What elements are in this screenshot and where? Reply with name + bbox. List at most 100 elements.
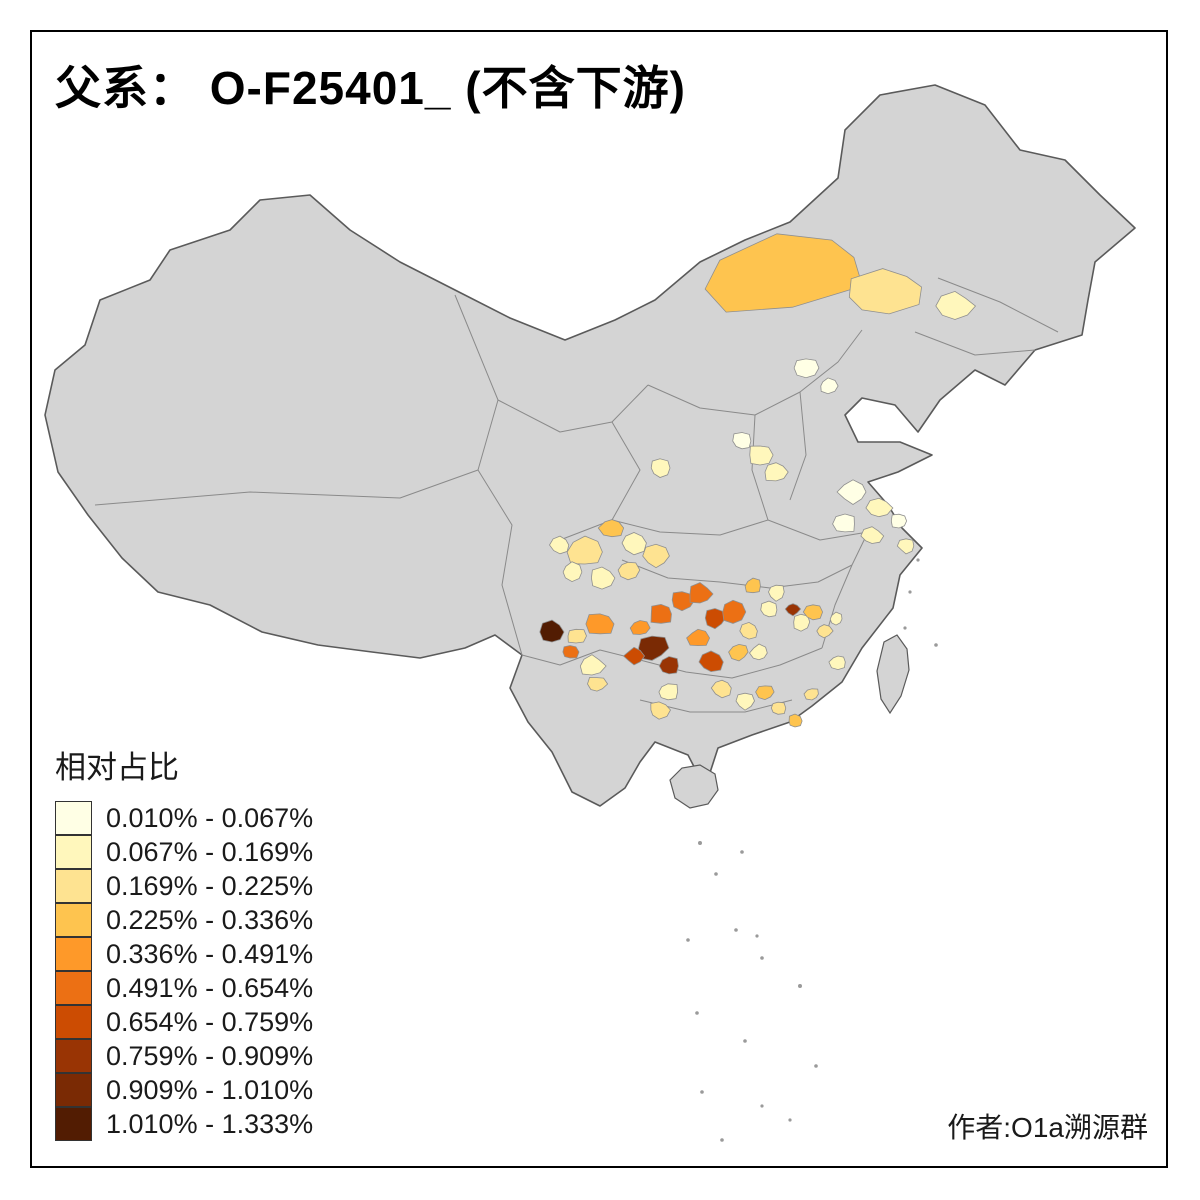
map-region-hunan-e <box>739 621 758 640</box>
map-region-henan-1 <box>764 462 789 482</box>
map-region-hubei-e <box>768 584 785 602</box>
map-region-guizhou-dark-c <box>622 646 645 666</box>
map-legend: 相对占比 0.010% - 0.067% 0.067% - 0.169% 0.169… <box>55 742 313 1141</box>
legend-swatch <box>55 1107 92 1141</box>
map-region-sichuan-sw <box>567 628 587 644</box>
map-region-guizhou-dark-a <box>638 635 670 661</box>
legend-swatch <box>55 1005 92 1039</box>
legend-swatch <box>55 971 92 1005</box>
map-region-beijing-1 <box>793 358 820 379</box>
legend-swatch <box>55 1073 92 1107</box>
legend-entries: 0.010% - 0.067% 0.067% - 0.169% 0.169% - 0… <box>55 801 313 1141</box>
map-region-ningxia-area <box>848 268 923 315</box>
map-region-sichuan-c <box>590 566 616 590</box>
map-region-hubei-c <box>744 577 761 594</box>
map-region-yunnan-e <box>579 654 607 676</box>
legend-entry: 0.909% - 1.010% <box>55 1073 313 1107</box>
map-region-sichuan-ne <box>621 532 647 556</box>
legend-label: 0.654% - 0.759% <box>106 1006 314 1037</box>
map-region-west-darkest <box>539 619 565 643</box>
map-region-west-dark <box>562 645 580 659</box>
legend-swatch <box>55 1039 92 1073</box>
legend-title: 相对占比 <box>55 750 179 785</box>
map-region-guizhou-s-b <box>650 701 671 720</box>
legend-label: 1.010% - 1.333% <box>106 1108 314 1139</box>
province-borders <box>94 277 1059 713</box>
map-region-sichuan-e <box>642 543 670 569</box>
map-region-jiangsu-1 <box>836 479 867 505</box>
map-region-guangxi-e <box>735 692 755 711</box>
map-region-sichuan-w1 <box>562 561 583 583</box>
map-region-yunnan-se <box>587 676 609 692</box>
map-region-jiangxi-b <box>802 604 824 621</box>
choropleth-regions <box>539 233 977 728</box>
map-region-anhui-1 <box>832 513 855 533</box>
legend-entry: 0.067% - 0.169% <box>55 835 313 869</box>
legend-entry: 0.491% - 0.654% <box>55 971 313 1005</box>
map-region-nei-menggu-band <box>704 233 863 313</box>
map-region-guangdong-nw <box>755 685 775 701</box>
map-region-sichuan-c2 <box>617 561 641 581</box>
legend-label: 0.169% - 0.225% <box>106 870 314 901</box>
map-region-shaanxi-1 <box>732 432 752 450</box>
map-region-hunan-w <box>686 628 711 647</box>
map-region-guangdong-s <box>788 713 803 728</box>
map-region-guangxi-n <box>710 679 732 699</box>
attribution-text: 作者:O1a溯源群 <box>947 1112 1148 1143</box>
legend-swatch <box>55 801 92 835</box>
map-region-guizhou-s-a <box>658 683 679 701</box>
map-region-guizhou-dark-b <box>658 656 679 675</box>
map-region-north-small <box>935 290 977 320</box>
legend-entry: 0.759% - 0.909% <box>55 1039 313 1073</box>
map-region-anhui-2 <box>860 526 885 544</box>
map-region-hunan-w-dark <box>704 608 727 630</box>
hainan-island <box>669 764 719 809</box>
page-title: 父系： O-F25401_ (不含下游) <box>55 62 686 114</box>
map-region-hunan-sw-dark <box>698 650 724 673</box>
map-region-jiangxi-dark <box>784 603 802 617</box>
map-region-jiangsu-3 <box>890 513 908 529</box>
map-region-guangdong-ne <box>803 688 819 701</box>
map-region-hunan-se <box>748 643 768 661</box>
map-region-sichuan-nw <box>566 535 603 565</box>
legend-label: 0.336% - 0.491% <box>106 938 314 969</box>
map-region-gansu-south <box>650 458 671 478</box>
legend-swatch <box>55 937 92 971</box>
legend-label: 0.225% - 0.336% <box>106 904 314 935</box>
map-region-guangdong-c <box>770 701 787 715</box>
map-region-chongqing-a <box>650 603 672 624</box>
legend-label: 0.491% - 0.654% <box>106 972 314 1003</box>
map-region-sichuan-w2 <box>549 535 570 555</box>
legend-entry: 0.654% - 0.759% <box>55 1005 313 1039</box>
legend-entry: 0.225% - 0.336% <box>55 903 313 937</box>
figure-border <box>30 30 1168 1168</box>
map-region-jiangxi-d <box>829 611 843 626</box>
legend-label: 0.759% - 0.909% <box>106 1040 314 1071</box>
map-region-hunan-c <box>722 599 747 624</box>
legend-entry: 0.169% - 0.225% <box>55 869 313 903</box>
map-region-shanghai-area <box>896 538 915 555</box>
legend-label: 0.067% - 0.169% <box>106 836 314 867</box>
map-region-hubei-s <box>760 600 778 618</box>
map-region-shanxi-1 <box>749 445 774 466</box>
sea-islets <box>686 558 938 1142</box>
legend-label: 0.010% - 0.067% <box>106 802 314 833</box>
legend-swatch <box>55 903 92 937</box>
map-region-hunan-s <box>728 643 749 662</box>
legend-entry: 0.336% - 0.491% <box>55 937 313 971</box>
map-region-sichuan-s <box>585 613 615 635</box>
map-region-sichuan-n <box>597 519 625 538</box>
legend-swatch <box>55 869 92 903</box>
map-region-jiangxi-c <box>816 624 834 639</box>
legend-swatch <box>55 835 92 869</box>
map-region-chongqing-b <box>629 620 651 635</box>
china-mainland-outline <box>44 84 1136 807</box>
map-region-jiangsu-2 <box>865 497 894 518</box>
map-region-fujian-w <box>828 655 846 671</box>
map-region-chongqing-c <box>671 591 696 612</box>
legend-entry: 0.010% - 0.067% <box>55 801 313 835</box>
legend-label: 0.909% - 1.010% <box>106 1074 314 1105</box>
map-region-beijing-2 <box>820 377 839 395</box>
legend-entry: 1.010% - 1.333% <box>55 1107 313 1141</box>
